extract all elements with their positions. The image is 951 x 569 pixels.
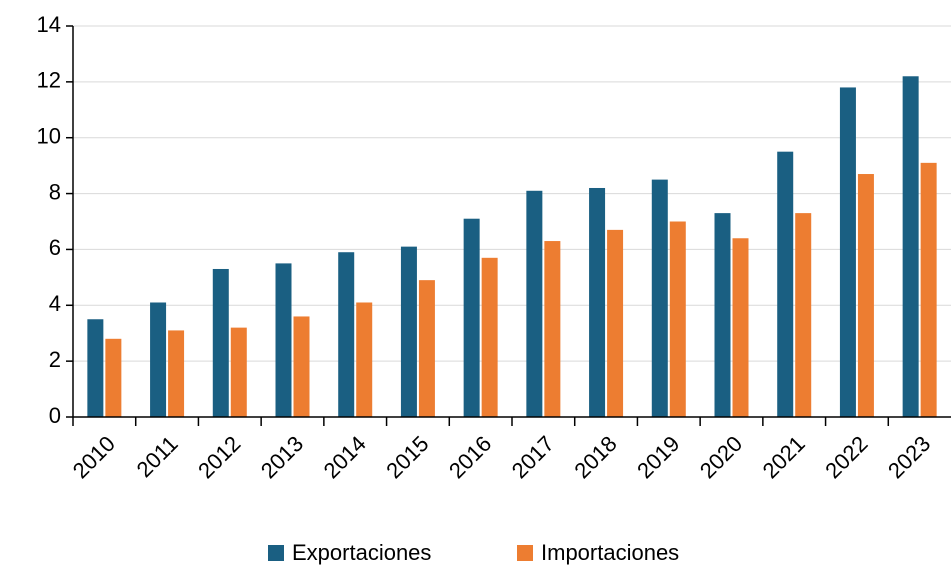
bar [150,302,167,417]
x-tick-label: 2017 [507,431,559,483]
bar [920,162,937,417]
legend-label: Exportaciones [292,540,431,565]
bar [400,246,417,417]
bar [105,338,122,417]
bar [481,257,498,417]
x-tick-label: 2022 [820,431,872,483]
x-tick-label: 2023 [883,431,935,483]
bar [732,238,749,417]
x-tick-label: 2020 [695,431,747,483]
bar [714,213,731,417]
bar [544,241,561,417]
bar [651,179,668,417]
bar [293,316,310,417]
bar [168,330,185,417]
x-tick-label: 2016 [444,431,496,483]
bar [338,252,355,417]
x-tick-label: 2021 [758,431,810,483]
bar [526,190,543,417]
bar [463,218,480,417]
bar [857,174,874,417]
bar [777,151,794,417]
x-tick-label: 2011 [132,431,183,482]
y-tick-label: 10 [37,124,61,149]
x-tick-label: 2018 [569,431,621,483]
y-tick-label: 2 [49,347,61,372]
bar [230,327,247,417]
bar [87,319,104,417]
legend-swatch [268,545,284,561]
x-tick-label: 2019 [632,431,684,483]
bar [212,268,229,417]
bar [669,221,686,417]
legend-swatch [517,545,533,561]
x-tick-label: 2014 [319,431,371,483]
y-tick-label: 6 [49,235,61,260]
bar [607,229,624,417]
y-tick-label: 4 [49,291,61,316]
x-tick-label: 2010 [68,431,120,483]
bar [589,187,606,417]
bar [795,213,812,417]
x-tick-label: 2012 [193,431,245,483]
y-tick-label: 14 [37,12,61,37]
bar [356,302,373,417]
bar [418,280,435,417]
x-tick-label: 2013 [256,431,308,483]
bar [902,76,919,418]
y-tick-label: 8 [49,179,61,204]
y-tick-label: 0 [49,403,61,428]
y-tick-label: 12 [37,68,61,93]
x-tick-label: 2015 [381,431,433,483]
legend-label: Importaciones [541,540,679,565]
bar [839,87,856,417]
bar [275,263,292,417]
